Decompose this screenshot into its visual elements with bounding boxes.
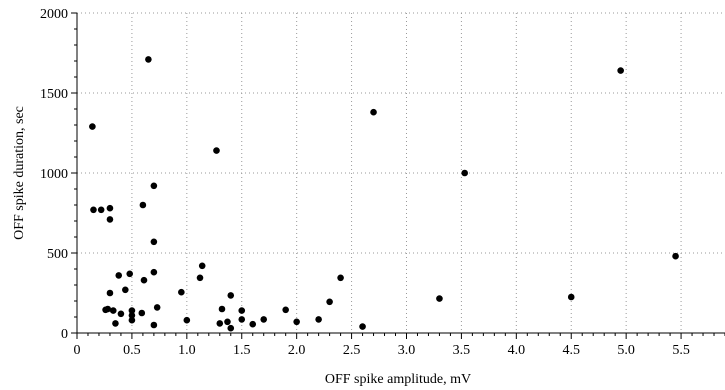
y-tick-label-3: 1500 (40, 87, 68, 102)
x-tick-label-6: 3.0 (398, 343, 416, 358)
data-point-40 (282, 306, 289, 314)
data-point-13 (126, 270, 134, 278)
data-point-32 (218, 305, 226, 313)
data-point-42 (315, 316, 322, 323)
x-tick-label-1: 0.5 (123, 343, 141, 358)
grid (77, 12, 725, 333)
data-point-45 (359, 323, 366, 330)
data-point-15 (128, 312, 136, 319)
data-point-21 (150, 182, 158, 190)
x-tick-label-8: 4.0 (508, 343, 526, 358)
data-point-27 (183, 316, 191, 324)
data-point-11 (117, 310, 125, 318)
x-tick-label-5: 2.5 (343, 343, 361, 358)
data-point-10 (115, 272, 123, 279)
data-point-17 (138, 309, 146, 317)
data-point-49 (567, 293, 575, 301)
data-point-12 (122, 286, 129, 294)
data-point-19 (140, 276, 148, 284)
data-point-28 (196, 274, 204, 282)
data-point-0 (89, 123, 96, 130)
data-point-51 (672, 252, 679, 260)
data-point-4 (106, 216, 114, 223)
data-point-50 (617, 67, 624, 74)
data-point-1 (90, 206, 97, 214)
data-point-7 (106, 289, 114, 297)
data-point-22 (150, 238, 158, 246)
data-point-31 (216, 320, 224, 327)
y-tick-label-2: 1000 (40, 167, 68, 182)
data-point-14 (128, 307, 136, 314)
data-point-25 (153, 304, 161, 311)
x-tick-label-10: 5.0 (617, 343, 635, 358)
data-point-36 (238, 307, 246, 314)
x-tick-label-2: 1.0 (178, 343, 196, 358)
data-point-46 (370, 108, 377, 116)
x-tick-label-4: 2.0 (288, 343, 306, 358)
y-axis-title: OFF spike duration, sec (12, 106, 27, 240)
data-point-29 (198, 262, 206, 270)
y-tick-label-4: 2000 (40, 7, 68, 22)
data-points (89, 56, 679, 332)
data-point-34 (227, 292, 235, 299)
data-point-33 (224, 318, 231, 326)
data-point-20 (145, 56, 152, 63)
x-tick-label-11: 5.5 (672, 343, 690, 358)
x-ticks: 0 0.5 1.0 1.5 2.0 2.5 3.0 3.5 4.0 4.5 5.0 5.5 (74, 333, 725, 358)
data-point-43 (326, 298, 333, 306)
data-point-44 (337, 274, 344, 282)
data-point-6 (104, 305, 112, 313)
x-tick-label-7: 3.5 (453, 343, 471, 358)
data-point-47 (436, 295, 443, 302)
data-point-24 (150, 321, 158, 329)
data-point-41 (293, 318, 300, 326)
data-point-16 (128, 316, 136, 324)
data-point-26 (178, 288, 185, 296)
data-point-35 (227, 324, 235, 332)
data-point-23 (150, 268, 158, 276)
data-point-30 (213, 147, 220, 154)
y-tick-label-1: 500 (47, 247, 68, 262)
x-tick-label-3: 1.5 (233, 343, 251, 358)
data-point-38 (249, 320, 257, 328)
data-point-18 (139, 201, 147, 209)
x-tick-label-0: 0 (74, 343, 81, 358)
x-axis-title: OFF spike amplitude, mV (325, 372, 471, 387)
data-point-37 (238, 316, 246, 323)
y-tick-label-0: 0 (61, 327, 68, 342)
data-point-2 (97, 206, 105, 214)
data-point-48 (461, 169, 469, 177)
data-point-8 (109, 307, 117, 314)
data-point-3 (106, 204, 114, 212)
data-point-39 (260, 316, 268, 323)
y-ticks: 0 500 1000 1500 2000 (40, 7, 77, 342)
x-tick-label-9: 4.5 (562, 343, 580, 358)
data-point-9 (112, 320, 119, 327)
